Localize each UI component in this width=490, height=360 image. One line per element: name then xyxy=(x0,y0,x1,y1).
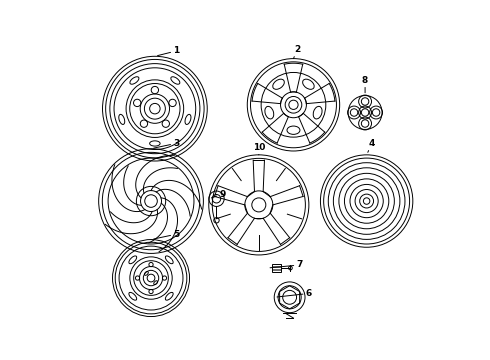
Text: 4: 4 xyxy=(368,139,375,152)
Text: 1: 1 xyxy=(158,46,179,55)
Text: 9: 9 xyxy=(211,190,226,199)
Text: 5: 5 xyxy=(154,230,179,239)
Text: 3: 3 xyxy=(154,139,179,148)
Text: 7: 7 xyxy=(270,260,303,269)
Text: 2: 2 xyxy=(294,45,300,59)
Text: 6: 6 xyxy=(277,289,312,298)
Text: 8: 8 xyxy=(362,76,368,93)
Text: 10: 10 xyxy=(253,143,265,155)
Bar xyxy=(272,264,281,272)
